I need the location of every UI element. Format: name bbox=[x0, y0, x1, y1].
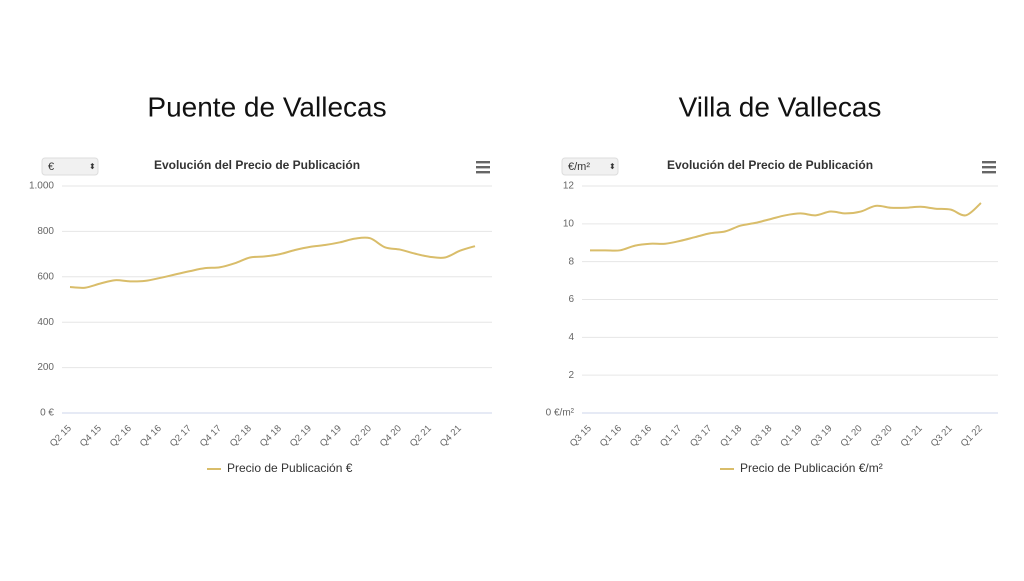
y-tick-label: 12 bbox=[563, 181, 575, 192]
x-tick-label: Q2 18 bbox=[228, 423, 254, 449]
menu-button[interactable] bbox=[476, 161, 490, 174]
menu-bar bbox=[476, 166, 490, 169]
y-tick-label: 0 € bbox=[40, 408, 54, 419]
y-tick-label: 6 bbox=[568, 294, 574, 305]
selector-arrows: ⬍ bbox=[89, 162, 96, 171]
x-tick-label: Q4 16 bbox=[138, 423, 164, 449]
x-tick-label: Q4 21 bbox=[438, 423, 464, 449]
price-line bbox=[69, 236, 476, 289]
legend-label: Precio de Publicación €/m² bbox=[740, 461, 883, 475]
y-tick-label: 10 bbox=[563, 218, 575, 229]
menu-bar bbox=[476, 161, 490, 164]
x-tick-label: Q3 16 bbox=[628, 423, 654, 449]
x-tick-label: Q1 22 bbox=[959, 423, 985, 449]
x-tick-label: Q4 15 bbox=[78, 423, 104, 449]
x-tick-label: Q1 16 bbox=[598, 423, 624, 449]
x-tick-label: Q1 18 bbox=[718, 423, 744, 449]
y-tick-label: 4 bbox=[568, 332, 574, 343]
y-tick-label: 400 bbox=[37, 317, 54, 328]
y-tick-label: 1.000 bbox=[29, 181, 54, 192]
menu-bar bbox=[982, 171, 996, 174]
x-tick-label: Q3 19 bbox=[808, 423, 834, 449]
y-tick-label: 600 bbox=[37, 271, 54, 282]
menu-bar bbox=[476, 171, 490, 174]
x-tick-label: Q1 20 bbox=[838, 423, 864, 449]
x-tick-label: Q3 21 bbox=[929, 423, 955, 449]
unit-selector-text: € bbox=[48, 161, 54, 173]
x-tick-label: Q2 19 bbox=[288, 423, 314, 449]
y-tick-label: 800 bbox=[37, 226, 54, 237]
x-tick-label: Q4 17 bbox=[198, 423, 224, 449]
chart-title: Evolución del Precio de Publicación bbox=[154, 158, 360, 172]
y-tick-label: 0 €/m² bbox=[546, 408, 575, 419]
menu-bar bbox=[982, 161, 996, 164]
unit-selector[interactable] bbox=[41, 157, 99, 176]
legend-label: Precio de Publicación € bbox=[227, 461, 353, 475]
x-tick-label: Q2 17 bbox=[168, 423, 194, 449]
x-tick-label: Q2 20 bbox=[348, 423, 374, 449]
unit-selector[interactable] bbox=[561, 157, 619, 176]
x-tick-label: Q2 21 bbox=[408, 423, 434, 449]
x-tick-label: Q4 18 bbox=[258, 423, 284, 449]
x-tick-label: Q4 20 bbox=[378, 423, 404, 449]
chart-title: Evolución del Precio de Publicación bbox=[667, 158, 873, 172]
x-tick-label: Q3 18 bbox=[748, 423, 774, 449]
unit-selector-text: €/m² bbox=[568, 161, 590, 173]
district-heading: Puente de Vallecas bbox=[147, 91, 386, 122]
y-tick-label: 2 bbox=[568, 370, 574, 381]
x-tick-label: Q1 19 bbox=[778, 423, 804, 449]
x-tick-label: Q3 20 bbox=[869, 423, 895, 449]
y-tick-label: 8 bbox=[568, 256, 574, 267]
x-tick-label: Q2 15 bbox=[48, 423, 74, 449]
menu-bar bbox=[982, 166, 996, 169]
y-tick-label: 200 bbox=[37, 362, 54, 373]
district-heading: Villa de Vallecas bbox=[679, 91, 882, 122]
x-tick-label: Q1 17 bbox=[658, 423, 684, 449]
x-tick-label: Q1 21 bbox=[899, 423, 925, 449]
x-tick-label: Q2 16 bbox=[108, 423, 134, 449]
x-tick-label: Q3 15 bbox=[568, 423, 594, 449]
selector-arrows: ⬍ bbox=[609, 162, 616, 171]
x-tick-label: Q4 19 bbox=[318, 423, 344, 449]
price-line bbox=[590, 202, 982, 252]
x-tick-label: Q3 17 bbox=[688, 423, 714, 449]
menu-button[interactable] bbox=[982, 161, 996, 174]
